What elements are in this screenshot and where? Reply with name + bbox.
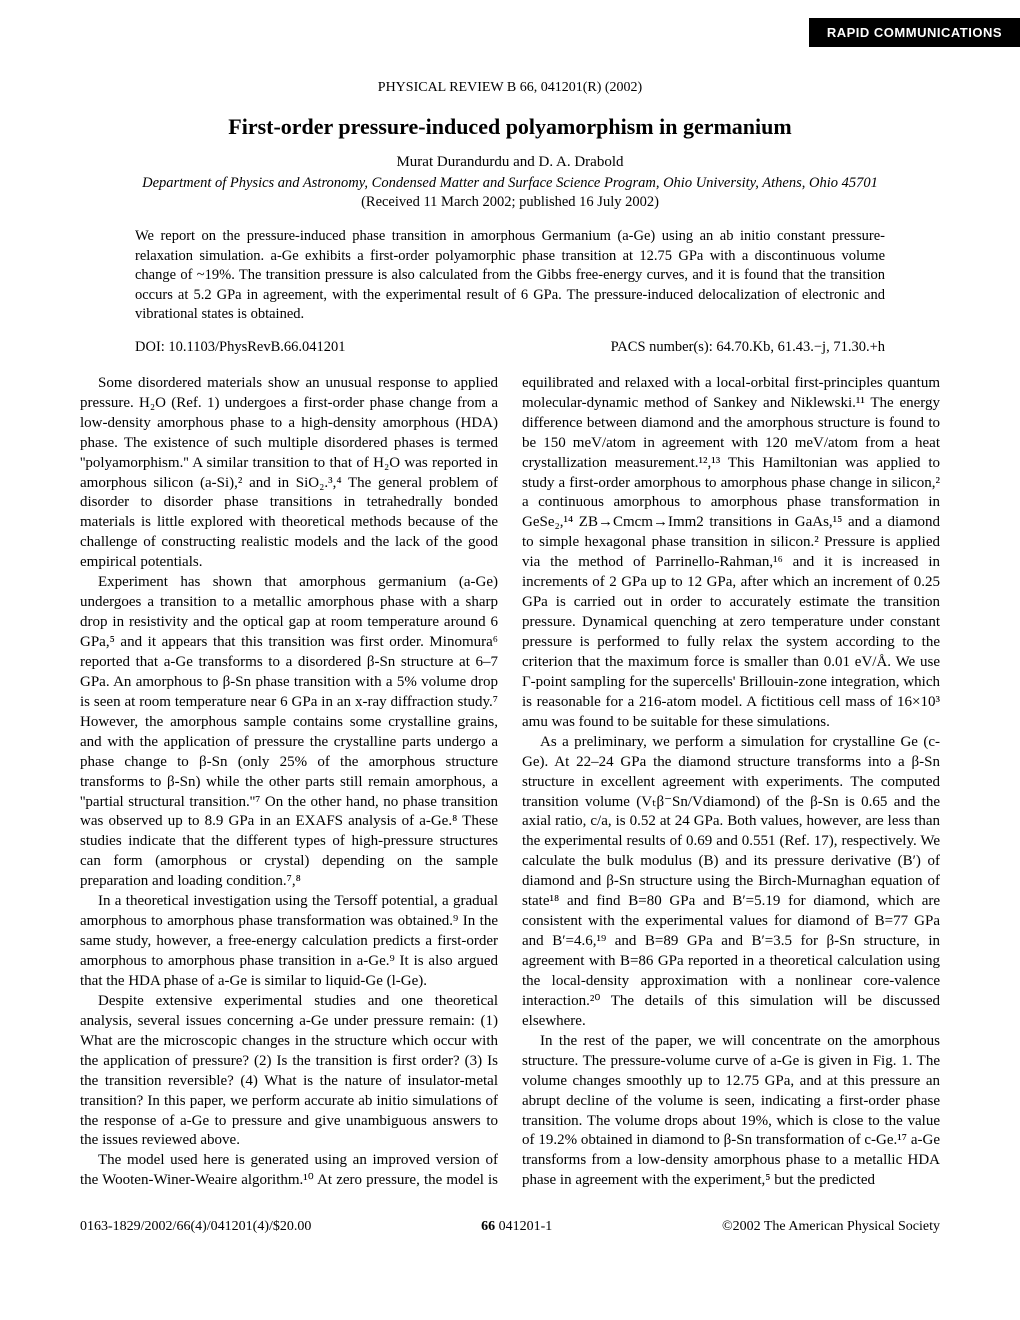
paragraph: Some disordered materials show an unusua… — [80, 374, 498, 573]
doi: DOI: 10.1103/PhysRevB.66.041201 — [135, 339, 346, 356]
footer-left: 0163-1829/2002/66(4)/041201(4)/$20.00 — [80, 1219, 311, 1235]
paragraph: In a theoretical investigation using the… — [80, 892, 498, 992]
rapid-communications-banner: RAPID COMMUNICATIONS — [809, 18, 1020, 47]
journal-reference: PHYSICAL REVIEW B 66, 041201(R) (2002) — [80, 80, 940, 96]
footer-right: ©2002 The American Physical Society — [722, 1219, 940, 1235]
page-footer: 0163-1829/2002/66(4)/041201(4)/$20.00 66… — [80, 1219, 940, 1235]
pacs-numbers: PACS number(s): 64.70.Kb, 61.43.−j, 71.3… — [611, 339, 885, 356]
received-published-dates: (Received 11 March 2002; published 16 Ju… — [80, 194, 940, 211]
paragraph: In the rest of the paper, we will concen… — [522, 1032, 940, 1192]
paragraph: Despite extensive experimental studies a… — [80, 992, 498, 1152]
affiliation: Department of Physics and Astronomy, Con… — [80, 175, 940, 192]
paragraph: As a preliminary, we perform a simulatio… — [522, 733, 940, 1032]
footer-center: 66 041201-1 — [481, 1219, 552, 1235]
paragraph: Experiment has shown that amorphous germ… — [80, 573, 498, 892]
body-text: Some disordered materials show an unusua… — [80, 374, 940, 1191]
authors: Murat Durandurdu and D. A. Drabold — [80, 154, 940, 171]
abstract: We report on the pressure-induced phase … — [135, 227, 885, 325]
article-title: First-order pressure-induced polyamorphi… — [80, 114, 940, 140]
